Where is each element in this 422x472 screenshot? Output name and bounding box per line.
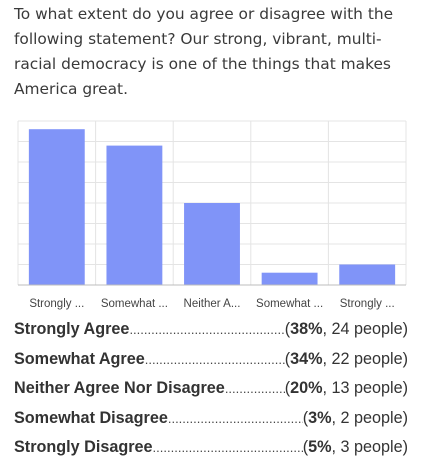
- result-count: , 13 people): [322, 379, 409, 398]
- dot-leader: [168, 411, 303, 426]
- bar: [339, 264, 396, 285]
- x-tick-label: Somewhat ...: [256, 298, 323, 310]
- result-percent: 20%: [290, 379, 323, 398]
- result-count: , 2 people): [331, 408, 409, 427]
- result-label: Strongly Agree: [14, 320, 130, 338]
- result-percent: 3%: [308, 408, 332, 427]
- results-list: Strongly Agree (38%, 24 people) Somewhat…: [14, 320, 408, 468]
- result-label: Strongly Disagree: [14, 438, 153, 457]
- x-tick-label: Strongly ...: [29, 298, 84, 310]
- dot-leader: [145, 352, 285, 367]
- result-row-somewhat-disagree: Somewhat Disagree (3%, 2 people): [14, 409, 408, 439]
- result-percent: 38%: [290, 320, 323, 338]
- result-row-neither: Neither Agree Nor Disagree (20%, 13 peop…: [14, 379, 408, 409]
- x-tick-label: Strongly ...: [340, 298, 395, 310]
- result-label: Somewhat Agree: [14, 349, 145, 368]
- survey-question: To what extent do you agree or disagree …: [14, 5, 394, 98]
- result-row-strongly-disagree: Strongly Disagree (5%, 3 people): [14, 438, 408, 468]
- result-value: (5%, 3 people): [302, 438, 409, 457]
- dot-leader: [225, 381, 285, 396]
- result-label: Neither Agree Nor Disagree: [14, 379, 225, 398]
- result-value: (38%, 24 people): [284, 320, 409, 338]
- result-value: (3%, 2 people): [302, 408, 409, 427]
- bar: [28, 129, 85, 285]
- bar-chart: Strongly ... Somewhat ... Neither A... Some…: [17, 120, 407, 316]
- dot-leader: [129, 322, 284, 337]
- bar-chart-svg: Strongly ... Somewhat ... Neither A... Some…: [17, 120, 407, 310]
- result-label: Somewhat Disagree: [14, 408, 168, 427]
- x-tick-label: Neither A...: [184, 298, 241, 310]
- result-value: (34%, 22 people): [284, 349, 409, 368]
- result-row-strongly-agree: Strongly Agree (38%, 24 people): [14, 320, 408, 350]
- result-count: , 3 people): [331, 438, 409, 457]
- result-count: , 24 people): [322, 320, 409, 338]
- bar: [184, 203, 240, 285]
- result-value: (20%, 13 people): [284, 379, 409, 398]
- result-row-somewhat-agree: Somewhat Agree (34%, 22 people): [14, 350, 408, 380]
- result-percent: 34%: [290, 349, 323, 368]
- result-percent: 5%: [308, 438, 332, 457]
- bar: [261, 272, 318, 285]
- result-count: , 22 people): [322, 349, 409, 368]
- dot-leader: [153, 440, 303, 455]
- bar: [106, 145, 163, 285]
- x-tick-label: Somewhat ...: [101, 298, 168, 310]
